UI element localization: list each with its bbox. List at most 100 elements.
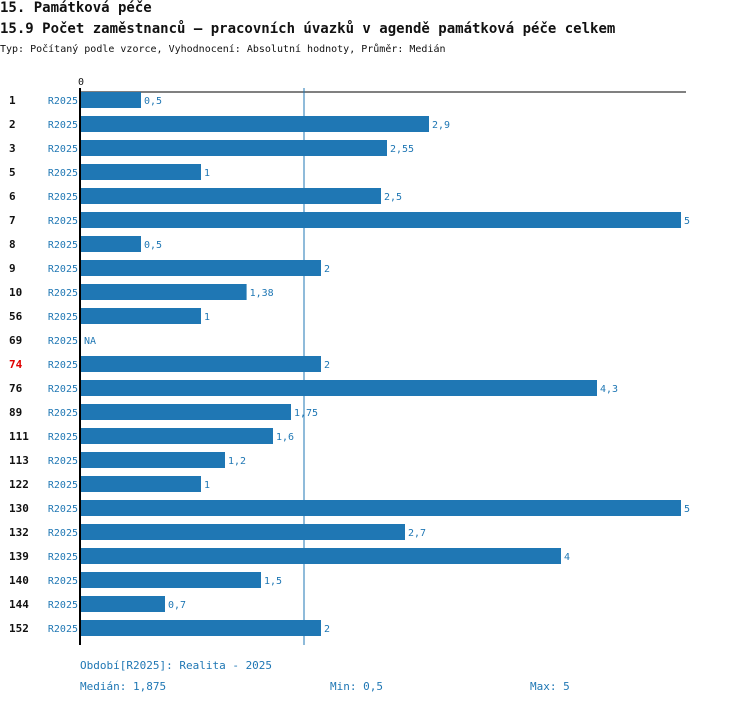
row-period-label: R2025 — [48, 240, 78, 251]
bar-value-label: 2,7 — [408, 528, 426, 539]
row-id-label: 7 — [9, 214, 16, 227]
row-id-label: 122 — [9, 478, 29, 491]
row-id-label: 8 — [9, 238, 16, 251]
bar — [81, 356, 321, 372]
bar-value-label: 2,55 — [390, 144, 414, 155]
row-period-label: R2025 — [48, 192, 78, 203]
row-id-label: 132 — [9, 526, 29, 539]
section-title: 15. Památková péče — [0, 0, 152, 16]
bar — [81, 500, 681, 516]
row-id-label: 76 — [9, 382, 23, 395]
bar-value-label: 5 — [684, 216, 690, 227]
row-id-label: 6 — [9, 190, 16, 203]
bar-value-label: 1,75 — [294, 408, 318, 419]
bar-value-label: 1 — [204, 312, 210, 323]
bar-value-label: 1 — [204, 168, 210, 179]
row-id-label: 1 — [9, 94, 16, 107]
row-id-label: 69 — [9, 334, 22, 347]
row-period-label: R2025 — [48, 624, 78, 635]
bar-value-label: 2 — [324, 624, 330, 635]
bar — [81, 380, 597, 396]
row-period-label: R2025 — [48, 96, 78, 107]
bar-value-label: 4,3 — [600, 384, 618, 395]
row-id-label: 152 — [9, 622, 29, 635]
row-period-label: R2025 — [48, 312, 78, 323]
chart-subtitle: Typ: Počítaný podle vzorce, Vyhodnocení:… — [0, 44, 446, 55]
bar-value-label: 0,5 — [144, 96, 162, 107]
footer-max: Max: 5 — [530, 680, 570, 693]
axis-zero-label: 0 — [78, 77, 84, 88]
bar-value-label: 2 — [324, 360, 330, 371]
footer-period: Období[R2025]: Realita - 2025 — [80, 659, 273, 672]
bar-value-label: 1,2 — [228, 456, 246, 467]
bar-value-label: 4 — [564, 552, 570, 563]
row-id-label: 113 — [9, 454, 29, 467]
row-id-label: 56 — [9, 310, 23, 323]
row-id-label: 2 — [9, 118, 16, 131]
bar-value-label: 2,9 — [432, 120, 450, 131]
row-id-label: 130 — [9, 502, 29, 515]
row-id-label: 89 — [9, 406, 22, 419]
bar — [81, 212, 681, 228]
row-id-label: 144 — [9, 598, 29, 611]
row-period-label: R2025 — [48, 480, 78, 491]
row-period-label: R2025 — [48, 384, 78, 395]
bar — [81, 236, 141, 252]
row-id-label: 139 — [9, 550, 29, 563]
row-id-label: 9 — [9, 262, 16, 275]
row-period-label: R2025 — [48, 288, 78, 299]
bar — [81, 548, 561, 564]
row-period-label: R2025 — [48, 552, 78, 563]
bar-value-label: 1 — [204, 480, 210, 491]
bar-value-label: 1,5 — [264, 576, 282, 587]
row-period-label: R2025 — [48, 600, 78, 611]
row-id-label: 3 — [9, 142, 16, 155]
row-period-label: R2025 — [48, 456, 78, 467]
row-period-label: R2025 — [48, 528, 78, 539]
bar — [81, 308, 201, 324]
chart-title: 15.9 Počet zaměstnanců – pracovních úvaz… — [0, 21, 616, 37]
bar — [81, 284, 247, 300]
row-period-label: R2025 — [48, 144, 78, 155]
bar — [81, 164, 201, 180]
row-id-label: 140 — [9, 574, 29, 587]
footer-median: Medián: 1,875 — [80, 680, 167, 693]
bar — [81, 428, 273, 444]
bar-value-label: 0,5 — [144, 240, 162, 251]
row-id-label: 5 — [9, 166, 16, 179]
row-period-label: R2025 — [48, 360, 78, 371]
row-period-label: R2025 — [48, 336, 78, 347]
bar — [81, 116, 429, 132]
row-period-label: R2025 — [48, 264, 78, 275]
bar — [81, 404, 291, 420]
bar — [81, 572, 261, 588]
bar-value-label: NA — [84, 336, 96, 347]
bar — [81, 92, 141, 108]
bar — [81, 260, 321, 276]
bar-value-label: 2 — [324, 264, 330, 275]
row-period-label: R2025 — [48, 576, 78, 587]
bar-value-label: 0,7 — [168, 600, 186, 611]
row-period-label: R2025 — [48, 432, 78, 443]
row-id-label: 74 — [9, 358, 23, 371]
row-period-label: R2025 — [48, 216, 78, 227]
row-period-label: R2025 — [48, 168, 78, 179]
bar — [81, 476, 201, 492]
row-period-label: R2025 — [48, 120, 78, 131]
bar-value-label: 5 — [684, 504, 690, 515]
bar — [81, 140, 387, 156]
bar-value-label: 1,6 — [276, 432, 294, 443]
row-id-label: 10 — [9, 286, 22, 299]
bar — [81, 620, 321, 636]
row-id-label: 111 — [9, 430, 29, 443]
bar — [81, 596, 165, 612]
row-period-label: R2025 — [48, 408, 78, 419]
bar-value-label: 2,5 — [384, 192, 402, 203]
bar-value-label: 1,38 — [250, 288, 274, 299]
footer-min: Min: 0,5 — [330, 680, 383, 693]
bar — [81, 452, 225, 468]
row-period-label: R2025 — [48, 504, 78, 515]
bar — [81, 524, 405, 540]
bar — [81, 188, 381, 204]
